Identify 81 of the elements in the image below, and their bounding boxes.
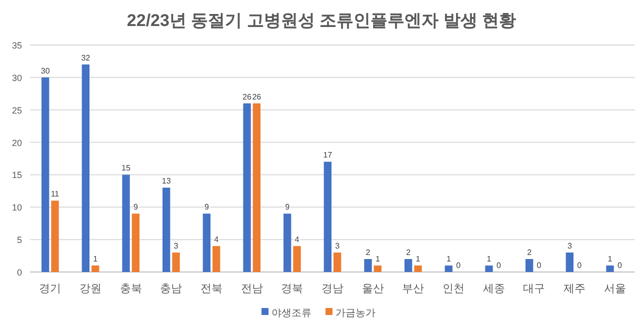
data-label: 30: [40, 66, 50, 76]
data-label: 1: [93, 254, 98, 264]
x-tick-label: 전남: [240, 283, 263, 295]
bar: [293, 246, 301, 272]
x-tick-label: 제주: [564, 283, 586, 295]
data-label: 4: [214, 235, 220, 244]
y-tick-label: 0: [16, 268, 22, 278]
y-tick-label: 5: [16, 235, 22, 246]
x-tick-label: 전북: [200, 283, 222, 295]
data-label: 0: [456, 261, 462, 270]
data-label: 2: [406, 248, 412, 258]
bar: [42, 77, 50, 272]
bar: [252, 103, 260, 272]
bar: [51, 200, 59, 272]
bar: [172, 252, 180, 272]
x-tick-label: 인천: [442, 283, 464, 295]
bar: [485, 266, 493, 272]
data-label: 11: [50, 190, 60, 199]
legend-label: 가금농가: [336, 308, 376, 319]
bar: [122, 174, 130, 272]
y-tick-label: 15: [12, 170, 22, 180]
data-label: 1: [446, 254, 452, 264]
data-label: 3: [567, 242, 572, 251]
data-label: 9: [133, 202, 138, 212]
y-tick-label: 30: [12, 72, 22, 83]
x-tick-label: 충북: [120, 283, 142, 295]
bar: [404, 259, 412, 272]
data-label: 17: [323, 150, 333, 160]
bar: [444, 266, 452, 272]
x-tick-label: 강원: [80, 283, 102, 295]
data-label: 0: [536, 261, 542, 270]
bar: [212, 246, 220, 272]
bar: [324, 162, 332, 272]
bar: [82, 64, 90, 272]
data-label: 2: [527, 248, 532, 258]
data-label: 2: [366, 248, 371, 258]
y-tick-label: 10: [12, 202, 22, 213]
y-tick-label: 20: [12, 138, 22, 148]
data-label: 9: [204, 202, 210, 212]
x-tick-label: 세종: [482, 283, 505, 295]
x-tick-label: 경남: [322, 283, 344, 295]
data-label: 0: [496, 261, 502, 270]
data-label: 3: [335, 242, 340, 251]
bar: [566, 252, 574, 272]
data-label: 0: [577, 261, 582, 270]
x-tick-label: 부산: [402, 283, 424, 295]
x-tick-label: 울산: [362, 283, 384, 295]
data-label: 1: [375, 254, 380, 264]
chart-title: 22/23년 동절기 고병원성 조류인플루엔자 발생 현황: [126, 11, 516, 30]
bar: [364, 259, 372, 272]
data-label: 9: [285, 202, 290, 212]
legend-label: 야생조류: [272, 308, 312, 319]
data-label: 1: [486, 254, 492, 264]
data-label: 26: [252, 92, 262, 102]
bar: [284, 214, 292, 272]
data-label: 15: [122, 164, 131, 173]
bar: [92, 266, 100, 272]
bar: [606, 266, 614, 272]
data-label: 1: [416, 254, 421, 264]
data-label: 26: [242, 92, 252, 102]
bar: [132, 214, 140, 272]
bar: [374, 266, 382, 272]
bar: [526, 259, 534, 272]
data-label: 0: [617, 261, 622, 270]
y-tick-label: 35: [12, 40, 22, 50]
x-tick-label: 서울: [604, 283, 626, 295]
x-tick-label: 경기: [39, 283, 62, 295]
bar: [334, 252, 342, 272]
bar: [243, 103, 251, 272]
x-tick-label: 경북: [281, 283, 304, 295]
data-label: 32: [81, 53, 91, 62]
data-label: 13: [162, 176, 172, 186]
data-label: 1: [608, 254, 613, 264]
y-tick-label: 25: [12, 105, 22, 116]
data-label: 3: [174, 242, 179, 251]
data-label: 4: [294, 235, 300, 244]
bar: [162, 188, 170, 272]
bar: [202, 214, 210, 272]
x-tick-label: 대구: [523, 283, 546, 295]
bar: [414, 266, 422, 272]
x-tick-label: 충남: [160, 283, 182, 295]
